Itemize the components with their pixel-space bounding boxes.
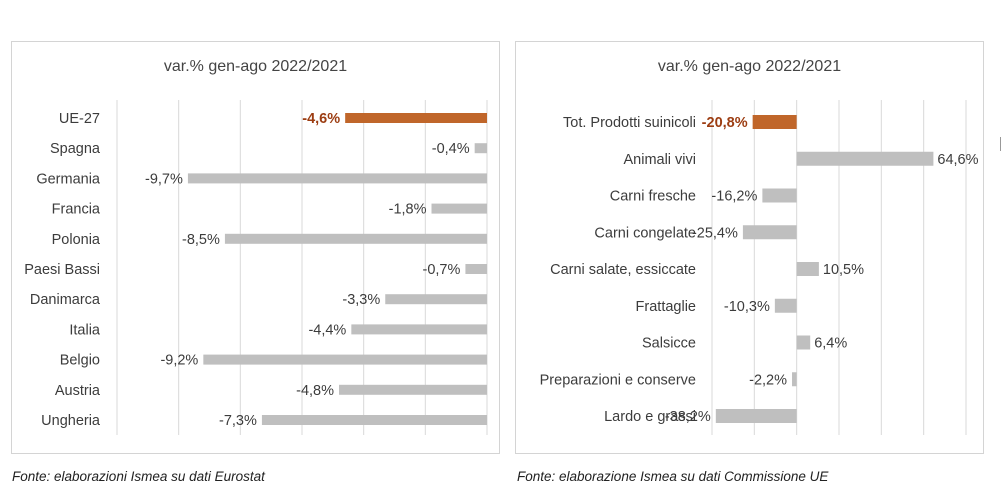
chart-panel-eurostat: var.% gen-ago 2022/2021 UE-27 -4,6% Spagna… (11, 41, 500, 454)
edge-mark (1000, 137, 1001, 151)
category-label: Animali vivi (623, 152, 696, 168)
data-label: -8,5% (182, 232, 220, 248)
data-label: -25,4% (692, 225, 738, 241)
data-label: -0,7% (423, 262, 461, 278)
category-label: Danimarca (30, 292, 101, 308)
category-label: Polonia (52, 232, 101, 248)
data-label: -2,2% (749, 372, 787, 388)
bar-danimarca (385, 294, 487, 305)
bar-preparazioni-e-conserve (792, 372, 797, 387)
category-label: Spagna (50, 141, 101, 157)
data-label: 64,6% (937, 152, 978, 168)
data-label: -4,6% (302, 111, 340, 127)
bar-austria (339, 384, 487, 395)
category-label: Francia (52, 202, 101, 218)
category-label: Ungheria (41, 413, 101, 429)
source-note-eurostat: Fonte: elaborazioni Ismea su dati Eurost… (12, 469, 265, 484)
bar-carni-fresche (762, 188, 797, 203)
bar-tot-prodotti-suinicoli (752, 115, 797, 129)
data-label: -7,3% (219, 413, 257, 429)
bar-spagna (474, 143, 487, 154)
data-label: -1,8% (389, 202, 427, 218)
category-label: Belgio (60, 353, 100, 369)
category-label: Paesi Bassi (24, 262, 100, 278)
bar-animali-vivi (796, 151, 934, 166)
source-note-commissione: Fonte: elaborazione Ismea su dati Commis… (517, 469, 829, 484)
data-label: -10,3% (724, 299, 770, 315)
category-label: Germania (36, 171, 101, 187)
category-label: UE-27 (59, 111, 100, 127)
category-label: Carni congelate (594, 225, 696, 241)
data-label: -16,2% (711, 189, 757, 205)
bar-ue-27 (345, 113, 487, 123)
bar-chart-countries: UE-27 -4,6% Spagna -0,4% Germania -9,7% Franci… (24, 100, 488, 435)
data-label: -20,8% (702, 115, 748, 131)
chart-panel-commissione: var.% gen-ago 2022/2021 Tot. Prodotti su… (515, 41, 984, 454)
bar-carni-salate-essiccate (796, 262, 819, 276)
data-label: -3,3% (342, 292, 380, 308)
bar-carni-congelate (742, 225, 797, 240)
data-label: 6,4% (814, 336, 847, 352)
bar-germania (187, 173, 487, 184)
bar-paesi-bassi (465, 264, 487, 274)
data-label: -4,4% (308, 322, 346, 338)
data-label: -4,8% (296, 383, 334, 399)
data-label: -9,2% (160, 353, 198, 369)
data-label: -9,7% (145, 171, 183, 187)
bar-lardo-e-grassi (715, 409, 797, 423)
bar-salsicce (796, 335, 811, 350)
category-label: Italia (69, 322, 101, 338)
category-label: Carni salate, essiccate (550, 262, 696, 278)
chart-title: var.% gen-ago 2022/2021 (163, 58, 348, 75)
category-label: Lardo e grassi (604, 409, 696, 425)
bar-chart-products: Tot. Prodotti suinicoli -20,8% Animali viv… (540, 100, 979, 435)
data-label: 10,5% (823, 262, 864, 278)
bar-italia (351, 324, 487, 335)
data-label: -0,4% (432, 141, 470, 157)
category-label: Preparazioni e conserve (540, 372, 696, 388)
data-label: -38,2% (665, 409, 711, 425)
bar-polonia (224, 233, 487, 244)
category-label: Austria (55, 383, 101, 399)
category-label: Carni fresche (610, 189, 696, 205)
chart-title: var.% gen-ago 2022/2021 (657, 58, 842, 75)
category-label: Tot. Prodotti suinicoli (563, 115, 696, 131)
bar-ungheria (261, 415, 487, 425)
bar-francia (431, 203, 487, 214)
category-label: Frattaglie (636, 299, 696, 315)
category-label: Salsicce (642, 336, 696, 352)
bar-frattaglie (774, 298, 797, 313)
bar-belgio (203, 354, 488, 365)
